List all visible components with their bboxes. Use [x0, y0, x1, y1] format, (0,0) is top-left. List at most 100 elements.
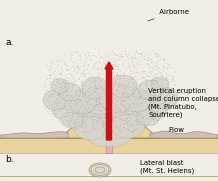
Point: [89, 127, 92, 130]
Point: [95, 65, 99, 68]
Point: [68, 94, 71, 97]
Point: [123, 127, 126, 130]
Point: [60, 83, 63, 86]
Point: [142, 75, 145, 78]
Point: [102, 79, 106, 82]
Point: [96, 86, 99, 89]
Point: [116, 110, 119, 113]
Point: [157, 67, 160, 70]
Point: [108, 77, 112, 80]
Point: [142, 69, 145, 72]
Point: [146, 74, 149, 77]
Point: [94, 112, 97, 115]
Point: [164, 108, 167, 111]
Point: [112, 98, 115, 101]
Point: [75, 94, 79, 96]
Point: [81, 73, 85, 76]
Point: [156, 57, 160, 60]
Point: [43, 91, 46, 94]
Point: [111, 59, 114, 62]
Point: [126, 94, 129, 97]
Point: [149, 69, 152, 71]
Point: [121, 82, 124, 85]
Point: [77, 124, 80, 127]
Point: [104, 107, 107, 110]
Point: [68, 71, 72, 74]
Point: [59, 114, 62, 117]
Point: [74, 100, 77, 103]
Point: [114, 125, 118, 128]
Point: [114, 73, 117, 76]
Point: [99, 55, 103, 58]
Point: [51, 83, 54, 86]
Point: [77, 107, 80, 110]
Point: [119, 123, 122, 126]
Point: [55, 77, 58, 80]
Point: [164, 79, 168, 82]
Point: [164, 61, 167, 64]
Point: [64, 75, 67, 78]
Point: [115, 73, 118, 76]
Point: [118, 52, 121, 55]
Point: [108, 101, 112, 104]
Point: [172, 95, 176, 98]
Point: [102, 130, 105, 133]
Point: [62, 105, 66, 108]
Point: [48, 76, 51, 79]
Point: [114, 107, 118, 110]
Point: [147, 98, 151, 100]
Point: [107, 119, 111, 121]
Point: [81, 93, 84, 96]
Point: [156, 110, 159, 113]
Point: [85, 130, 88, 133]
Point: [52, 75, 56, 78]
Point: [116, 109, 120, 112]
Point: [150, 116, 153, 119]
Point: [120, 91, 123, 94]
Point: [73, 127, 77, 129]
Point: [83, 121, 87, 124]
Point: [173, 70, 177, 73]
Point: [55, 60, 58, 62]
Point: [153, 121, 157, 124]
Point: [115, 98, 118, 101]
Point: [106, 100, 109, 103]
Point: [65, 64, 69, 67]
Point: [144, 83, 148, 86]
Point: [55, 101, 58, 104]
Point: [168, 99, 171, 102]
Point: [143, 98, 146, 101]
Point: [63, 62, 67, 65]
Point: [105, 127, 108, 130]
Point: [155, 80, 159, 83]
Point: [81, 117, 85, 120]
Point: [69, 116, 72, 119]
Point: [124, 52, 128, 55]
Point: [140, 63, 144, 66]
Point: [149, 93, 152, 96]
Point: [52, 69, 56, 72]
Point: [93, 90, 96, 93]
Point: [74, 102, 77, 105]
Point: [63, 96, 67, 99]
Point: [80, 71, 83, 74]
Point: [83, 75, 86, 78]
Point: [42, 93, 46, 96]
Point: [159, 97, 162, 100]
Point: [112, 112, 116, 115]
Point: [116, 75, 120, 78]
Point: [130, 130, 133, 133]
Point: [119, 51, 123, 54]
Point: [120, 55, 123, 58]
Point: [47, 107, 51, 110]
Point: [129, 120, 133, 123]
Point: [75, 51, 78, 54]
Point: [80, 81, 83, 84]
Point: [149, 84, 153, 87]
Point: [63, 88, 67, 91]
Point: [53, 111, 56, 114]
Point: [114, 65, 117, 68]
Point: [148, 71, 152, 74]
Point: [98, 97, 101, 100]
Point: [147, 57, 150, 60]
